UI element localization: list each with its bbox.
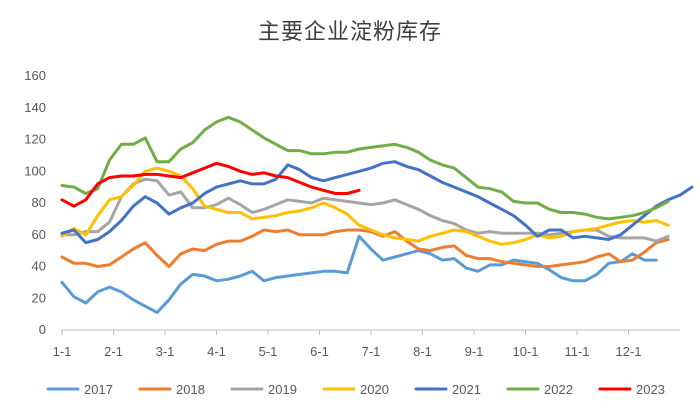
legend-label-2017: 2017: [84, 382, 113, 397]
series-line-2021: [60, 160, 694, 245]
legend-label-2021: 2021: [452, 382, 481, 397]
chart-axes: 0 20 40 60 80 100 120 140 160 1-1 2-1 3-1 4-1 5-1 6-1 7…: [24, 68, 680, 359]
x-tick-label: 5-1: [259, 344, 278, 359]
x-tick-label: 4-1: [207, 344, 226, 359]
x-tick-label: 10-1: [512, 344, 538, 359]
chart-legend: 2017 2018 2019 2020 2021 2022 2023: [46, 382, 665, 397]
chart-series: [60, 115, 694, 314]
series-line-2018: [60, 228, 670, 268]
y-tick-label: 80: [32, 195, 46, 210]
y-tick-label: 20: [32, 290, 46, 305]
series-line-2017: [60, 234, 658, 314]
legend-label-2022: 2022: [544, 382, 573, 397]
x-tick-label: 11-1: [564, 344, 589, 359]
y-tick-label: 160: [24, 68, 46, 83]
series-line-2023: [60, 161, 361, 208]
y-tick-label: 0: [39, 322, 46, 337]
x-tick-label: 2-1: [104, 344, 123, 359]
y-tick-label: 140: [24, 100, 46, 115]
x-tick-label: 9-1: [465, 344, 484, 359]
x-tick-label: 12-1: [615, 344, 641, 359]
x-tick-label: 8-1: [413, 344, 432, 359]
x-tick-label: 6-1: [310, 344, 329, 359]
legend-label-2020: 2020: [360, 382, 389, 397]
x-tick-label: 3-1: [156, 344, 175, 359]
series-line-2022: [60, 115, 670, 221]
legend-label-2019: 2019: [268, 382, 297, 397]
legend-label-2023: 2023: [636, 382, 665, 397]
y-tick-label: 100: [24, 163, 46, 178]
y-tick-label: 40: [32, 259, 46, 274]
chart-title: 主要企业淀粉库存: [257, 20, 442, 45]
x-tick-label: 1-1: [53, 344, 72, 359]
x-tick-label: 7-1: [362, 344, 381, 359]
legend-label-2018: 2018: [176, 382, 205, 397]
y-tick-label: 60: [32, 227, 46, 242]
y-tick-label: 120: [24, 132, 46, 147]
